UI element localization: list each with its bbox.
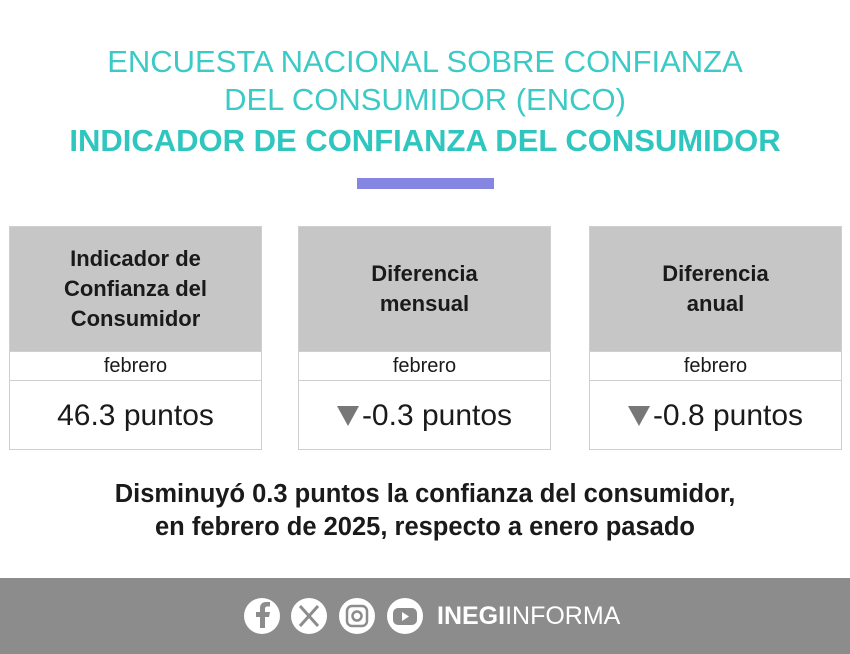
brand-light: INFORMA <box>505 602 621 630</box>
heading-line: Diferencia <box>662 261 769 286</box>
heading-line: Consumidor <box>70 306 201 331</box>
instagram-icon[interactable] <box>339 598 375 634</box>
down-arrow <box>627 406 650 426</box>
brand: INEGIINFORMA <box>437 602 620 631</box>
card: Indicador de Confianza del Consumidor febre… <box>9 226 262 450</box>
card-heading: Diferencia mensual <box>299 227 550 351</box>
x-icon[interactable] <box>291 598 327 634</box>
subtitle: INDICADOR DE CONFIANZA DEL CONSUMIDOR <box>69 123 781 158</box>
down-arrow <box>336 406 359 426</box>
card-value: -0.8 puntos <box>652 399 804 432</box>
card: Diferencia anual febrero -0.8 puntos <box>589 226 842 450</box>
summary-line: Disminuyó 0.3 puntos la confianza del co… <box>114 480 736 508</box>
summary-line: en febrero de 2025, respecto a enero pas… <box>155 513 695 541</box>
social-icons <box>244 598 423 634</box>
card-value-row: 46.3 puntos <box>10 381 261 451</box>
youtube-icon[interactable] <box>387 598 423 634</box>
card-heading: Diferencia anual <box>590 227 841 351</box>
card-period: febrero <box>299 351 550 381</box>
card-period: febrero <box>590 351 841 381</box>
title-line: DEL CONSUMIDOR (ENCO) <box>224 82 626 117</box>
card-value-row: -0.3 puntos <box>299 381 550 451</box>
divider <box>357 178 494 189</box>
heading-line: Diferencia <box>371 261 478 286</box>
heading-line: Confianza del <box>63 276 207 301</box>
facebook-icon[interactable] <box>244 598 280 634</box>
card-value-row: -0.8 puntos <box>590 381 841 451</box>
card-value: 46.3 puntos <box>57 399 214 432</box>
card: Diferencia mensual febrero -0.3 puntos <box>298 226 551 450</box>
card-heading: Indicador de Confianza del Consumidor <box>10 227 261 351</box>
card-value: -0.3 puntos <box>361 399 513 432</box>
footer: INEGIINFORMA <box>0 578 850 654</box>
heading-line: mensual <box>379 291 470 316</box>
heading-line: anual <box>686 291 745 316</box>
title-line: ENCUESTA NACIONAL SOBRE CONFIANZA <box>107 44 743 79</box>
brand-bold: INEGI <box>437 602 506 630</box>
heading-line: Indicador de <box>70 246 201 271</box>
card-period: febrero <box>10 351 261 381</box>
